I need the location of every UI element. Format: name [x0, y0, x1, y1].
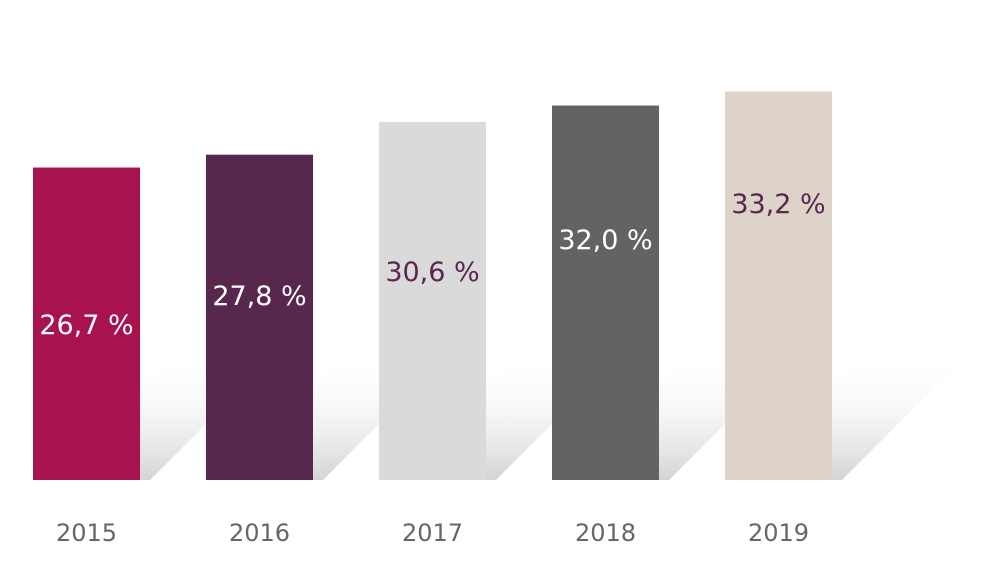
- value-label-2017: 30,6 %: [385, 257, 479, 288]
- category-label-2018: 2018: [575, 519, 636, 547]
- bar-2016: [206, 154, 313, 480]
- category-label-2019: 2019: [748, 519, 809, 547]
- bars: [33, 91, 832, 481]
- bar-2017: [379, 121, 486, 481]
- value-labels: 26,7 % 27,8 % 30,6 % 32,0 % 33,2 %: [39, 189, 825, 341]
- value-label-2016: 27,8 %: [212, 281, 306, 312]
- bar-2019: [725, 91, 832, 480]
- bar-shadow-2019: [832, 355, 967, 480]
- bar-2018: [552, 105, 659, 480]
- category-label-2017: 2017: [402, 519, 463, 547]
- bar-2015: [33, 167, 140, 480]
- category-label-2016: 2016: [229, 519, 290, 547]
- category-label-2015: 2015: [56, 519, 117, 547]
- value-label-2015: 26,7 %: [39, 310, 133, 341]
- value-label-2019: 33,2 %: [731, 189, 825, 220]
- value-label-2018: 32,0 %: [558, 225, 652, 256]
- category-labels: 2015 2016 2017 2018 2019: [56, 519, 809, 547]
